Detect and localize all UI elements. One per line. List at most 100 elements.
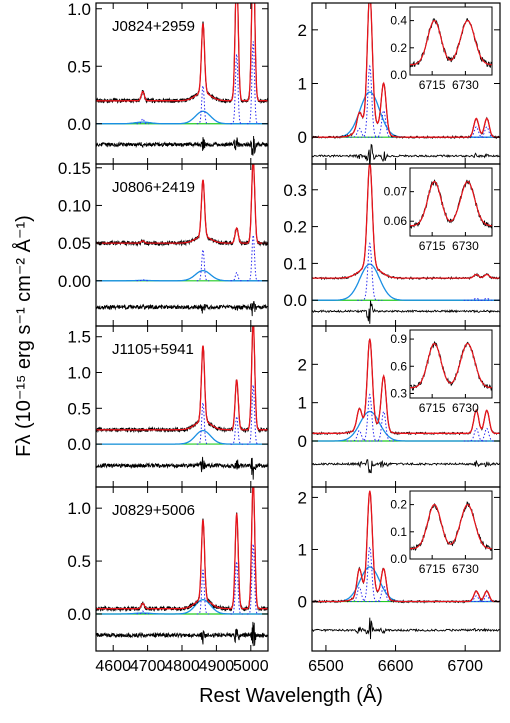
x-tick-label: 4800 (164, 658, 200, 675)
narrow-component-line (474, 595, 500, 602)
panel-left-3: 0.0 0.5 1.0 1.5 J1105+5941 (67, 325, 269, 488)
y-tick-label: 0.3 (283, 181, 307, 200)
object-label: J0806+2419 (112, 179, 195, 196)
panel-plot-area (312, 490, 500, 640)
y-tick-label: 1 (298, 75, 307, 94)
panel-plot-area (312, 338, 500, 474)
y-tick-label: 0.0 (67, 435, 91, 454)
residual-line (96, 456, 268, 480)
inset-frame (409, 6, 493, 76)
y-tick-label: 1.5 (67, 328, 91, 347)
broad-component-line (96, 269, 268, 282)
y-axis-label: Fλ (10⁻¹⁵ erg s⁻¹ cm⁻² Å⁻¹) (12, 215, 35, 457)
x-tick-label: 5000 (233, 658, 269, 675)
inset-model-line (410, 503, 492, 550)
narrow-component-line (247, 41, 260, 125)
narrow-component-line (463, 126, 489, 138)
panel-plot-area (96, 326, 268, 480)
inset-y-tick-label: 0.0 (390, 552, 407, 566)
model-fit-line (312, 164, 500, 279)
y-tick-label: 0 (298, 432, 307, 451)
inset-x-tick-label: 6715 (419, 78, 446, 92)
model-fit-line (312, 338, 500, 434)
residual-line (312, 617, 500, 640)
model-fit-line (96, 326, 268, 431)
broad-component-line (312, 410, 500, 442)
panel-right-1: 0 1 2 6715 6730 0.0 0.2 0.4 (298, 2, 501, 165)
residual-line (312, 143, 500, 164)
inset-panel: 6715 6730 0.06 0.07 (384, 167, 493, 253)
inset-y-tick-label: 0.4 (390, 14, 407, 28)
inset-frame (409, 329, 493, 399)
inset-x-tick-label: 6730 (452, 239, 479, 253)
narrow-component-line (136, 278, 149, 282)
panel-right-2: 0.0 0.1 0.2 0.3 6715 6730 0.06 0.07 (283, 163, 501, 327)
y-tick-label: 0.0 (67, 605, 91, 624)
narrow-component-line (230, 52, 243, 125)
inset-panel: 6715 6730 0.0 0.2 0.4 (390, 6, 493, 92)
narrow-component-line (371, 410, 397, 442)
y-tick-label: 0 (298, 593, 307, 612)
broad-component-line (96, 110, 268, 125)
panel-plot-area (96, 164, 268, 317)
model-fit-line (96, 164, 268, 244)
y-tick-label: 1 (298, 540, 307, 559)
x-tick-label: 6500 (308, 658, 344, 675)
narrow-component-line (230, 271, 243, 282)
narrow-component-line (474, 126, 500, 138)
y-tick-label: 1 (298, 394, 307, 413)
inset-panel: 6715 6730 0.0 0.1 0.2 (390, 490, 493, 576)
panel-left-2: 0.00 0.05 0.10 0.15 J0806+2419 (58, 159, 269, 327)
inset-y-tick-label: 0.2 (390, 41, 407, 55)
narrow-component-line (196, 248, 210, 282)
model-fit-line (96, 487, 268, 610)
y-tick-label: 0.5 (67, 57, 91, 76)
narrow-component-line (357, 393, 383, 442)
inset-x-tick-label: 6715 (419, 401, 446, 415)
inset-x-tick-label: 6730 (452, 562, 479, 576)
inset-model-line (410, 19, 492, 66)
narrow-component-line (136, 610, 149, 615)
y-tick-label: 0.5 (67, 552, 91, 571)
inset-model-line (410, 342, 492, 389)
inset-y-tick-label: 0.06 (384, 214, 408, 228)
y-tick-label: 1.0 (67, 364, 91, 383)
y-tick-label: 0.00 (58, 272, 91, 291)
inset-y-tick-label: 0.1 (390, 525, 407, 539)
x-tick-label: 6600 (378, 658, 414, 675)
residual-line (96, 621, 268, 647)
y-tick-label: 2 (298, 488, 307, 507)
narrow-component-line (346, 586, 372, 602)
data-spectrum-line (96, 164, 268, 247)
model-fit-line (312, 490, 500, 603)
residual-line (96, 300, 268, 317)
panel-plot-area (312, 3, 500, 164)
narrow-component-line (463, 297, 489, 301)
x-tick-label: 4600 (95, 658, 131, 675)
y-tick-label: 1.0 (67, 499, 91, 518)
data-spectrum-line (96, 487, 268, 613)
y-tick-label: 0.5 (67, 399, 91, 418)
panel-right-4: 6500 6600 6700 0 1 2 6715 6730 0.0 0.1 0.2 (298, 486, 501, 675)
narrow-component-line (357, 242, 383, 301)
narrow-component-line (346, 429, 372, 442)
panel-plot-area (96, 3, 268, 156)
panel-left-1: 0.0 0.5 1.0 J0824+2959 (67, 0, 269, 165)
inset-x-tick-label: 6715 (419, 239, 446, 253)
model-fit-line (96, 3, 268, 102)
inset-y-tick-label: 0.9 (390, 332, 407, 346)
narrow-component-line (346, 127, 372, 138)
x-axis-label: Rest Wavelength (Å) (199, 684, 383, 707)
object-label: J0824+2959 (112, 18, 195, 35)
inset-frame (409, 490, 493, 560)
inset-frame (409, 167, 493, 237)
broad-component-line (312, 91, 500, 138)
object-label: J0829+5006 (112, 502, 195, 519)
residual-line (312, 459, 500, 474)
inset-y-tick-label: 0.2 (390, 498, 407, 512)
inset-model-line (410, 180, 492, 227)
narrow-component-line (463, 427, 489, 442)
inset-x-tick-label: 6730 (452, 401, 479, 415)
